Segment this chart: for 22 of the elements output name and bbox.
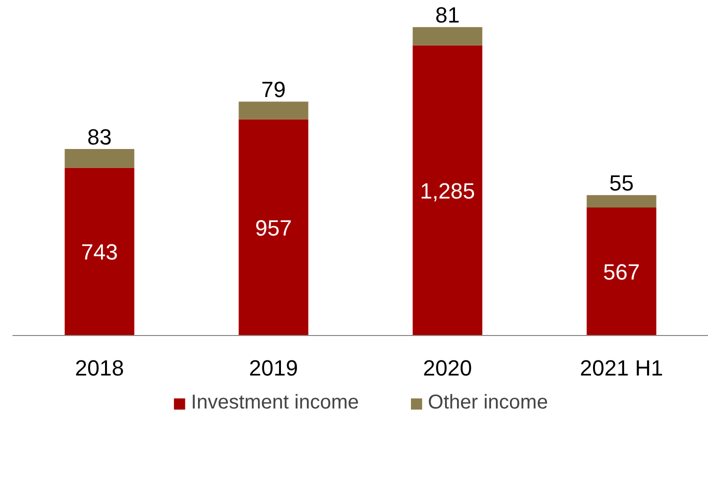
data-label: 83	[87, 124, 112, 150]
bar	[64, 149, 134, 168]
data-label: 957	[255, 215, 292, 240]
legend-label: Other income	[428, 392, 548, 414]
bar	[64, 168, 134, 336]
data-label: 567	[603, 259, 640, 284]
bar	[586, 195, 656, 208]
legend-label: Investment income	[191, 392, 359, 414]
bar	[412, 27, 482, 46]
data-label: 1,285	[420, 178, 476, 204]
x-tick-label: 2020	[423, 356, 472, 380]
x-tick-label: 2018	[75, 356, 124, 380]
x-tick-label: 2019	[249, 356, 298, 380]
bar	[238, 102, 308, 120]
data-label: 81	[435, 2, 460, 28]
data-label: 55	[609, 170, 634, 196]
x-tick-label: 2021 H1	[580, 356, 664, 380]
bar	[412, 45, 482, 336]
data-label: 79	[261, 76, 286, 102]
bar	[586, 207, 656, 336]
data-label: 743	[81, 240, 118, 265]
bar	[238, 119, 308, 336]
